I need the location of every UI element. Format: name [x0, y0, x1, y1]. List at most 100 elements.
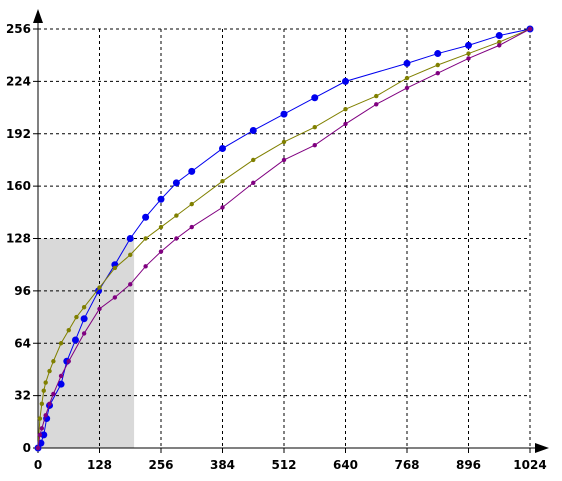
- data-point: [403, 59, 411, 67]
- data-point: [312, 143, 317, 148]
- x-tick-label: 768: [394, 458, 419, 472]
- data-point: [466, 56, 471, 61]
- data-point: [249, 126, 257, 134]
- y-tick-label: 256: [6, 22, 31, 36]
- data-point: [343, 121, 348, 127]
- data-point: [466, 51, 471, 56]
- data-point: [527, 26, 533, 32]
- x-tick-label: 640: [333, 458, 358, 472]
- x-tick-label: 0: [34, 458, 42, 472]
- data-point: [126, 235, 134, 242]
- x-tick-label: 128: [87, 458, 112, 472]
- data-point: [112, 295, 118, 300]
- y-tick-label: 0: [23, 441, 31, 455]
- y-axis-arrow: [33, 9, 43, 23]
- data-point: [434, 50, 442, 58]
- data-point: [143, 236, 148, 241]
- data-point: [47, 368, 52, 374]
- y-tick-label: 160: [6, 179, 31, 193]
- data-point: [51, 391, 56, 397]
- x-tick-label: 384: [210, 458, 235, 472]
- series-line: [37, 28, 531, 449]
- data-point: [80, 315, 88, 323]
- data-point: [174, 236, 179, 241]
- x-tick-label: 1024: [513, 458, 546, 472]
- data-point: [188, 167, 196, 175]
- data-point: [58, 373, 64, 379]
- data-point: [404, 75, 410, 81]
- x-tick-label: 512: [271, 458, 296, 472]
- data-point: [312, 125, 317, 130]
- data-point: [97, 306, 102, 312]
- data-point: [343, 106, 348, 112]
- data-point: [158, 224, 164, 230]
- data-point: [281, 157, 287, 163]
- data-point: [497, 43, 502, 48]
- data-point: [41, 388, 46, 393]
- data-point: [81, 305, 87, 310]
- data-point: [172, 179, 180, 187]
- series-group: [34, 25, 534, 452]
- data-point: [37, 432, 43, 438]
- data-point: [189, 201, 194, 207]
- data-point: [142, 213, 150, 221]
- data-point: [497, 39, 502, 45]
- series-1: [34, 25, 534, 452]
- data-point: [143, 264, 148, 269]
- data-point: [374, 93, 379, 99]
- data-point: [71, 336, 79, 344]
- data-point: [281, 139, 287, 145]
- data-point: [280, 110, 288, 118]
- data-point: [37, 416, 43, 421]
- grid: [38, 28, 531, 448]
- data-point: [435, 70, 440, 76]
- data-point: [374, 102, 379, 107]
- data-point: [81, 331, 87, 336]
- data-point: [157, 195, 165, 203]
- data-point: [43, 380, 48, 385]
- data-point: [39, 401, 45, 407]
- data-point: [189, 224, 194, 230]
- y-tick-label: 128: [6, 232, 31, 246]
- data-point: [158, 249, 164, 254]
- data-point: [66, 327, 71, 333]
- data-point: [128, 282, 133, 287]
- y-tick-label: 224: [6, 74, 31, 88]
- data-point: [342, 77, 349, 85]
- series-2: [35, 26, 533, 451]
- data-point: [35, 445, 41, 451]
- series-3: [35, 26, 533, 451]
- x-tick-label: 256: [148, 458, 173, 472]
- axes: [33, 9, 549, 453]
- data-point: [311, 94, 319, 102]
- data-point: [220, 179, 225, 184]
- x-tick-label: 896: [456, 458, 481, 472]
- data-point: [174, 213, 179, 218]
- data-point: [47, 401, 52, 407]
- data-point: [220, 205, 225, 210]
- data-point: [51, 359, 56, 364]
- y-tick-label: 32: [14, 389, 31, 403]
- data-point: [128, 252, 133, 258]
- data-point: [43, 413, 48, 418]
- y-tick-label: 96: [14, 284, 31, 298]
- data-point: [251, 180, 256, 186]
- data-point: [219, 144, 226, 152]
- y-tick-label: 192: [6, 127, 31, 141]
- data-point: [97, 285, 102, 290]
- data-point: [404, 85, 410, 91]
- y-tick-label: 64: [14, 336, 31, 350]
- data-point: [40, 431, 48, 439]
- data-point: [251, 157, 256, 163]
- data-point: [58, 341, 64, 346]
- x-axis-arrow: [535, 443, 549, 453]
- data-point: [435, 62, 440, 68]
- data-point: [112, 265, 118, 271]
- data-point: [74, 314, 79, 320]
- data-point: [57, 380, 65, 388]
- data-point: [465, 41, 472, 49]
- data-point: [495, 32, 503, 40]
- tick-labels: 0 128 256 384 512 640 768 896 1024 0 32 64 96 128 160 1…: [6, 22, 547, 472]
- data-point: [66, 359, 71, 364]
